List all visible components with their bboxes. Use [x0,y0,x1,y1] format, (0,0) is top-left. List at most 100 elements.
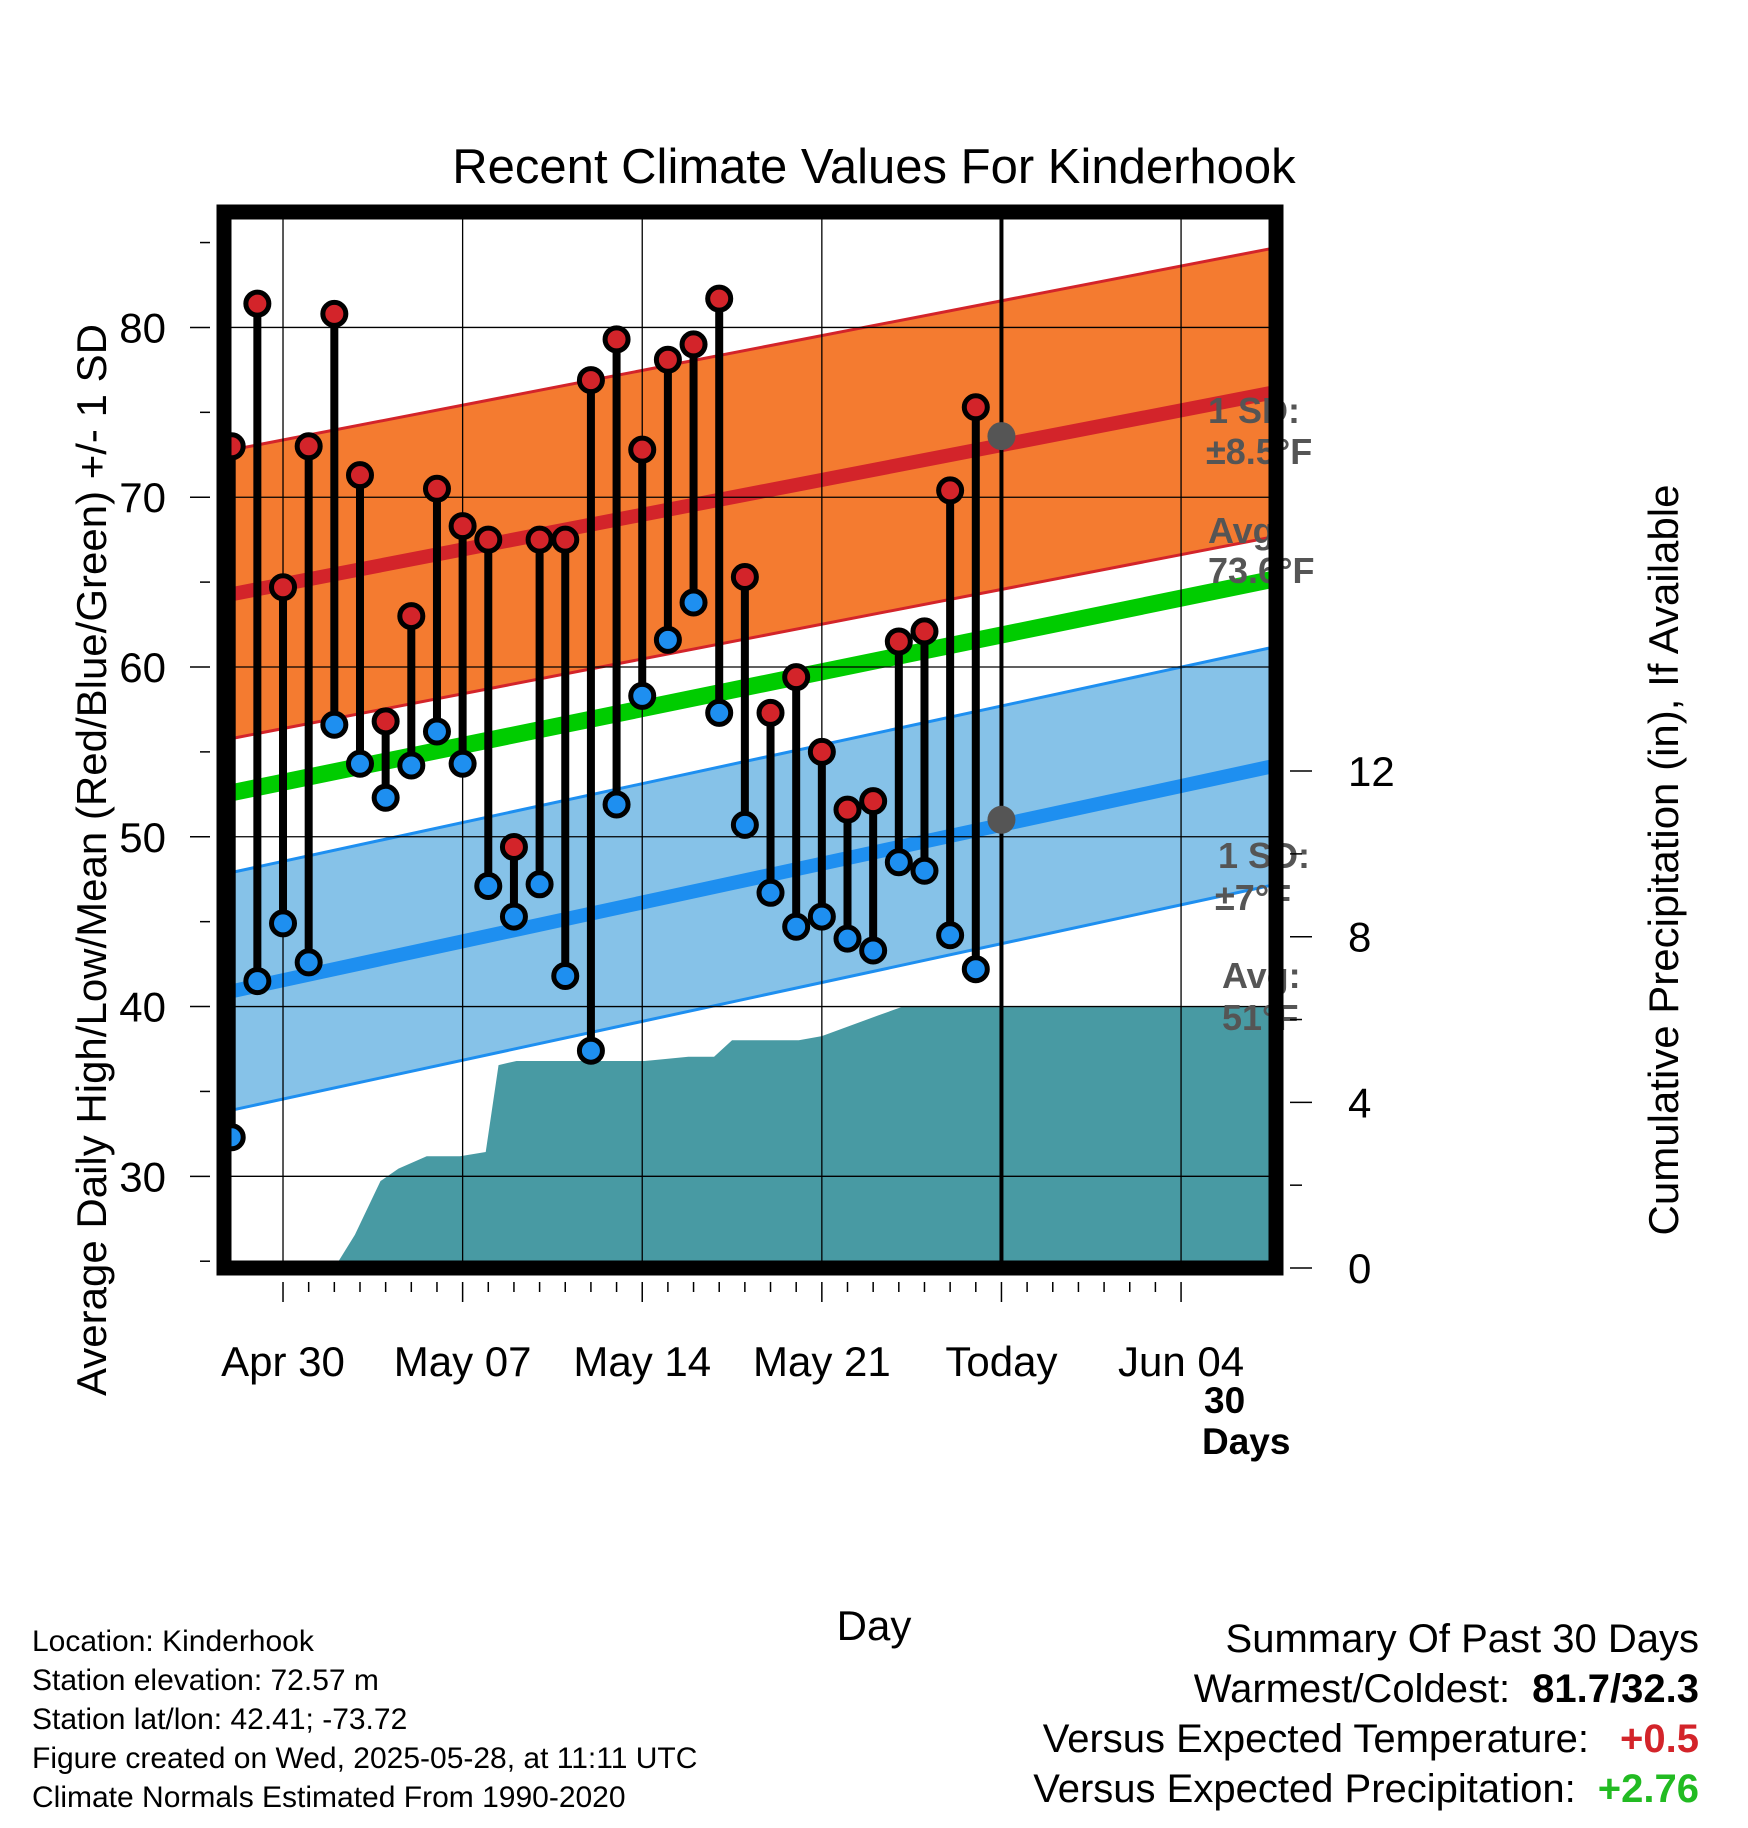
daily-low-point-22 [756,878,785,907]
daily-low-point-4 [294,948,323,977]
precip-departure-label: Versus Expected Precipitation: [1033,1767,1576,1811]
high-normal-line [222,385,1278,603]
daily-high-point-2 [243,289,272,318]
daily-low-point-12 [499,902,528,931]
summary-heading: Summary Of Past 30 Days [1225,1617,1699,1661]
x-tick-label-4: Today [945,1338,1057,1385]
daily-high-point-8 [397,602,426,631]
x-tick-label-3: May 21 [753,1338,891,1385]
high-avg-label-line2: 73.6°F [1208,550,1314,591]
daily-low-point-29 [936,921,965,950]
daily-high-point-10 [448,512,477,541]
daily-high-point-6 [345,461,374,490]
created-text: Figure created on Wed, 2025-05-28, at 11… [32,1742,698,1775]
daily-high-point-21 [730,563,759,592]
daily-low-point-15 [576,1036,605,1065]
daily-high-point-26 [859,787,888,816]
daily-low-point-7 [371,783,400,812]
y2-axis-label: Cumulative Precipitation (in), If Availa… [1640,485,1687,1236]
daily-low-point-26 [859,936,888,965]
daily-low-point-30 [961,955,990,984]
daily-high-point-30 [961,393,990,422]
y-tick-label-30: 30 [119,1153,166,1200]
daily-low-point-16 [602,790,631,819]
daily-high-point-7 [371,707,400,736]
daily-high-point-9 [422,474,451,503]
daily-low-point-8 [397,751,426,780]
warmest-coldest-value: 81.7/32.3 [1532,1667,1699,1711]
plot-frame [216,204,1284,1276]
daily-low-point-2 [243,967,272,996]
high-sd-label-line1: 1 SD: [1208,390,1300,431]
precip-area [334,1007,1277,1268]
daily-low-point-25 [833,924,862,953]
daily-low-point-17 [628,681,657,710]
x-tick-label-5: Jun 04 [1118,1338,1244,1385]
daily-low-point-21 [730,810,759,839]
daily-low-point-3 [269,909,298,938]
normals-text: Climate Normals Estimated From 1990-2020 [32,1781,626,1814]
precip-departure-value: +2.76 [1597,1767,1699,1811]
y2-tick-label-8: 8 [1348,914,1371,961]
x-tick-label-0: Apr 30 [221,1338,345,1385]
daily-high-point-29 [936,476,965,505]
daily-high-point-17 [628,435,657,464]
daily-high-point-19 [679,330,708,359]
daily-high-point-22 [756,698,785,727]
y-tick-label-40: 40 [119,984,166,1031]
y-tick-label-50: 50 [119,814,166,861]
precip-departure-row: Versus Expected Precipitation: +2.76 [1033,1764,1699,1814]
high-sd-band-upper-edge [223,246,1277,453]
daily-low-point-18 [653,625,682,654]
daily-low-point-11 [474,872,503,901]
x-axis-label: Day [837,1602,912,1649]
daily-low-point-23 [782,912,811,941]
today-days-label-line1: 30 [1204,1380,1245,1421]
y-axis-label: Average Daily High/Low/Mean (Red/Blue/Gr… [68,324,115,1396]
daily-high-point-28 [910,617,939,646]
location-text: Location: Kinderhook [32,1625,314,1658]
daily-low-point-9 [422,717,451,746]
daily-low-point-24 [807,902,836,931]
y-tick-label-70: 70 [119,474,166,521]
y2-tick-label-12: 12 [1348,748,1395,795]
x-tick-label-2: May 14 [573,1338,711,1385]
daily-high-point-25 [833,795,862,824]
daily-low-point-14 [551,961,580,990]
daily-high-point-12 [499,832,528,861]
high-sd-label-line2: ±8.5°F [1206,431,1312,472]
daily-high-point-20 [705,284,734,313]
low-normal-line [222,758,1278,1000]
daily-high-point-15 [576,366,605,395]
warmest-coldest-label: Warmest/Coldest: [1193,1667,1511,1711]
y2-tick-label-0: 0 [1348,1245,1371,1292]
x-tick-label-1: May 07 [394,1338,532,1385]
daily-high-point-14 [551,525,580,554]
daily-high-point-27 [884,627,913,656]
high-sd-band-lower-edge [223,534,1277,742]
chart-title: Recent Climate Values For Kinderhook [452,140,1296,194]
daily-low-point-28 [910,856,939,885]
temp-departure-label: Versus Expected Temperature: [1042,1717,1589,1761]
daily-high-point-18 [653,345,682,374]
daily-low-point-13 [525,870,554,899]
y-tick-label-60: 60 [119,644,166,691]
daily-low-point-5 [320,710,349,739]
daily-high-point-13 [525,525,554,554]
low-avg-label-line2: 51°F [1222,997,1298,1038]
low-sd-label-line1: 1 SD: [1218,835,1310,876]
station-info: Location: Kinderhook Station elevation: … [32,1622,697,1817]
today-high-avg-marker [987,422,1016,451]
daily-high-point-24 [807,737,836,766]
daily-low-point-19 [679,588,708,617]
today-low-avg-marker [987,805,1016,834]
temp-departure-value: +0.5 [1620,1717,1699,1761]
warmest-coldest-row: Warmest/Coldest: 81.7/32.3 [1033,1664,1699,1714]
daily-high-point-5 [320,299,349,328]
today-days-label-line2: Days [1202,1421,1290,1462]
y2-tick-label-4: 4 [1348,1079,1371,1126]
y-tick-label-80: 80 [119,304,166,351]
summary-panel: Summary Of Past 30 Days Warmest/Coldest:… [1033,1614,1699,1814]
